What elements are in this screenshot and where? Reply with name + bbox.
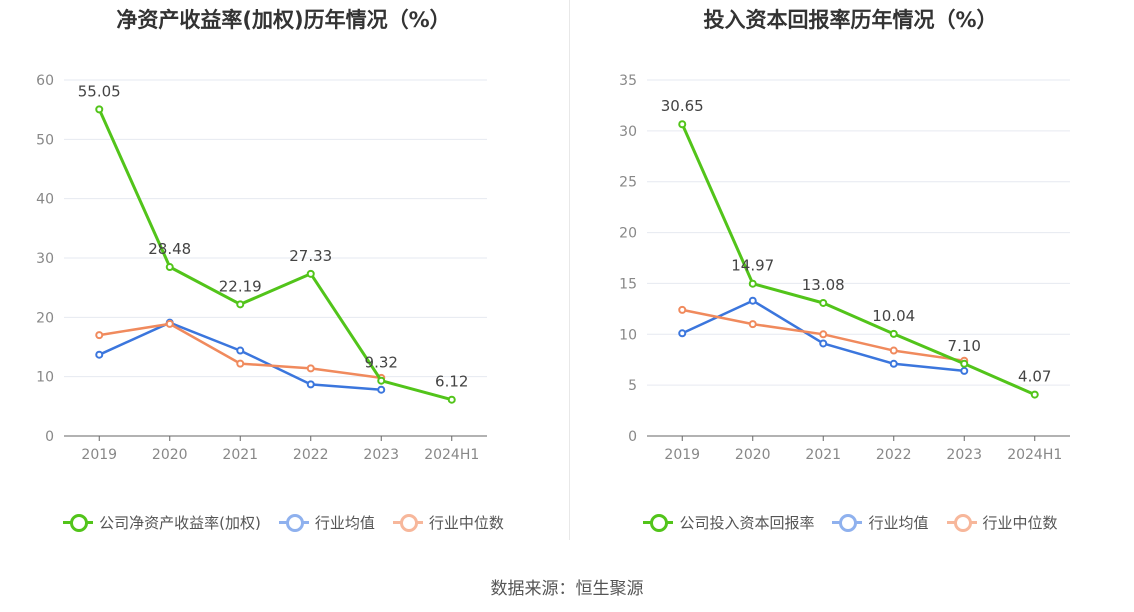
legend-line-circle-icon xyxy=(643,513,674,532)
data-point-company xyxy=(889,329,898,338)
data-label: 7.10 xyxy=(948,337,981,355)
x-tick-label: 2023 xyxy=(946,447,982,463)
data-point-company xyxy=(306,269,315,278)
data-point-industry-avg xyxy=(95,350,104,359)
legend-line-circle-icon xyxy=(392,513,423,532)
x-tick-label: 2023 xyxy=(363,447,399,463)
y-tick-label: 40 xyxy=(36,192,54,208)
legend-item-industry-avg[interactable]: 行业均值 xyxy=(832,512,929,533)
series-line-company xyxy=(680,123,1036,396)
data-point-industry-median xyxy=(748,320,757,329)
y-tick-label: 10 xyxy=(619,327,637,343)
chart-title: 投入资本回报率历年情况（%） xyxy=(703,8,998,32)
data-point-company xyxy=(95,105,104,114)
data-point-company xyxy=(819,298,828,307)
data-point-company xyxy=(748,279,757,288)
panel-divider xyxy=(569,0,570,540)
data-source-note: 数据来源：恒生聚源 xyxy=(490,579,644,599)
legend-item-company[interactable]: 公司净资产收益率(加权) xyxy=(63,512,261,533)
y-tick-label: 60 xyxy=(36,73,54,89)
y-tick-label: 30 xyxy=(619,124,637,140)
chart-legend: 公司投入资本回报率 行业均值 行业中位数 xyxy=(567,510,1134,534)
data-point-industry-median xyxy=(95,331,104,340)
chart-legend: 公司净资产收益率(加权) 行业均值 行业中位数 xyxy=(0,510,567,534)
data-label: 9.32 xyxy=(365,354,398,372)
data-point-industry-median xyxy=(819,330,828,339)
x-tick-label: 2022 xyxy=(876,447,912,463)
data-point-industry-avg xyxy=(306,380,315,389)
data-point-industry-avg xyxy=(236,346,245,355)
legend-line-circle-icon xyxy=(946,513,977,532)
y-tick-label: 5 xyxy=(628,378,637,394)
data-point-industry-median xyxy=(889,346,898,355)
y-tick-label: 15 xyxy=(619,276,637,292)
roe-chart: 0 10 20 30 40 50 60 2019 2020 2021 2022 2023 2024H1 5… xyxy=(36,73,487,463)
data-point-company xyxy=(960,359,969,368)
data-label: 55.05 xyxy=(78,82,121,100)
data-label: 10.04 xyxy=(872,307,915,325)
chart-title: 净资产收益率(加权)历年情况（%） xyxy=(116,8,451,32)
x-tick-label: 2019 xyxy=(664,447,700,463)
data-point-industry-median xyxy=(236,359,245,368)
x-tick-label: 2020 xyxy=(152,447,188,463)
y-tick-label: 10 xyxy=(36,370,54,386)
legend-line-circle-icon xyxy=(278,513,309,532)
series-line-company xyxy=(97,108,453,402)
data-point-industry-median xyxy=(678,305,687,314)
y-tick-label: 30 xyxy=(36,251,54,267)
data-point-company xyxy=(678,120,687,129)
x-tick-label: 2024H1 xyxy=(424,447,479,463)
data-point-industry-avg xyxy=(889,359,898,368)
data-point-industry-avg xyxy=(678,329,687,338)
data-label: 4.07 xyxy=(1018,368,1051,386)
data-point-industry-avg xyxy=(748,296,757,305)
series-line-industry-avg xyxy=(98,321,382,391)
legend-label: 行业均值 xyxy=(868,513,929,532)
x-tick-label: 2024H1 xyxy=(1007,447,1062,463)
legend-item-industry-median[interactable]: 行业中位数 xyxy=(946,512,1058,533)
legend-item-company[interactable]: 公司投入资本回报率 xyxy=(643,512,814,533)
y-tick-label: 20 xyxy=(619,226,637,242)
y-tick-label: 0 xyxy=(45,429,54,445)
data-label: 13.08 xyxy=(802,276,845,294)
y-tick-label: 25 xyxy=(619,175,637,191)
y-tick-label: 20 xyxy=(36,310,54,326)
legend-label: 公司投入资本回报率 xyxy=(679,513,815,532)
data-point-company xyxy=(236,300,245,309)
legend-label: 行业均值 xyxy=(314,513,375,532)
data-point-company xyxy=(1030,390,1039,399)
roic-chart-panel: 投入资本回报率历年情况（%） 0 5 10 15 20 25 30 35 2019 2020 202… xyxy=(567,0,1134,550)
legend-label: 行业中位数 xyxy=(982,513,1058,532)
data-label: 14.97 xyxy=(731,257,774,275)
x-tick-label: 2021 xyxy=(805,447,841,463)
roe-chart-panel: 净资产收益率(加权)历年情况（%） 0 10 20 30 40 50 60 2019 2020 2… xyxy=(0,0,567,550)
data-label: 30.65 xyxy=(661,97,704,115)
data-point-industry-avg xyxy=(819,339,828,348)
x-tick-label: 2020 xyxy=(735,447,771,463)
y-tick-label: 50 xyxy=(36,132,54,148)
legend-line-circle-icon xyxy=(832,513,863,532)
legend-item-industry-avg[interactable]: 行业均值 xyxy=(278,512,375,533)
legend-label: 行业中位数 xyxy=(428,513,504,532)
y-tick-label: 0 xyxy=(628,429,637,445)
data-label: 28.48 xyxy=(148,240,191,258)
legend-item-industry-median[interactable]: 行业中位数 xyxy=(392,512,504,533)
x-tick-label: 2019 xyxy=(81,447,117,463)
y-tick-label: 35 xyxy=(619,73,637,89)
data-label: 6.12 xyxy=(435,373,468,391)
data-point-company xyxy=(165,263,174,272)
data-point-industry-avg xyxy=(377,385,386,394)
data-point-industry-median xyxy=(165,319,174,328)
data-label: 22.19 xyxy=(219,277,262,295)
legend-line-circle-icon xyxy=(63,513,94,532)
data-label: 27.33 xyxy=(289,247,332,265)
x-tick-label: 2022 xyxy=(293,447,329,463)
data-point-industry-avg xyxy=(960,366,969,375)
roic-chart: 0 5 10 15 20 25 30 35 2019 2020 2021 2022 2023 2024H1… xyxy=(619,73,1070,463)
legend-label: 公司净资产收益率(加权) xyxy=(99,513,261,532)
data-point-company xyxy=(377,376,386,385)
data-point-industry-median xyxy=(306,364,315,373)
x-tick-label: 2021 xyxy=(222,447,258,463)
data-point-company xyxy=(447,395,456,404)
